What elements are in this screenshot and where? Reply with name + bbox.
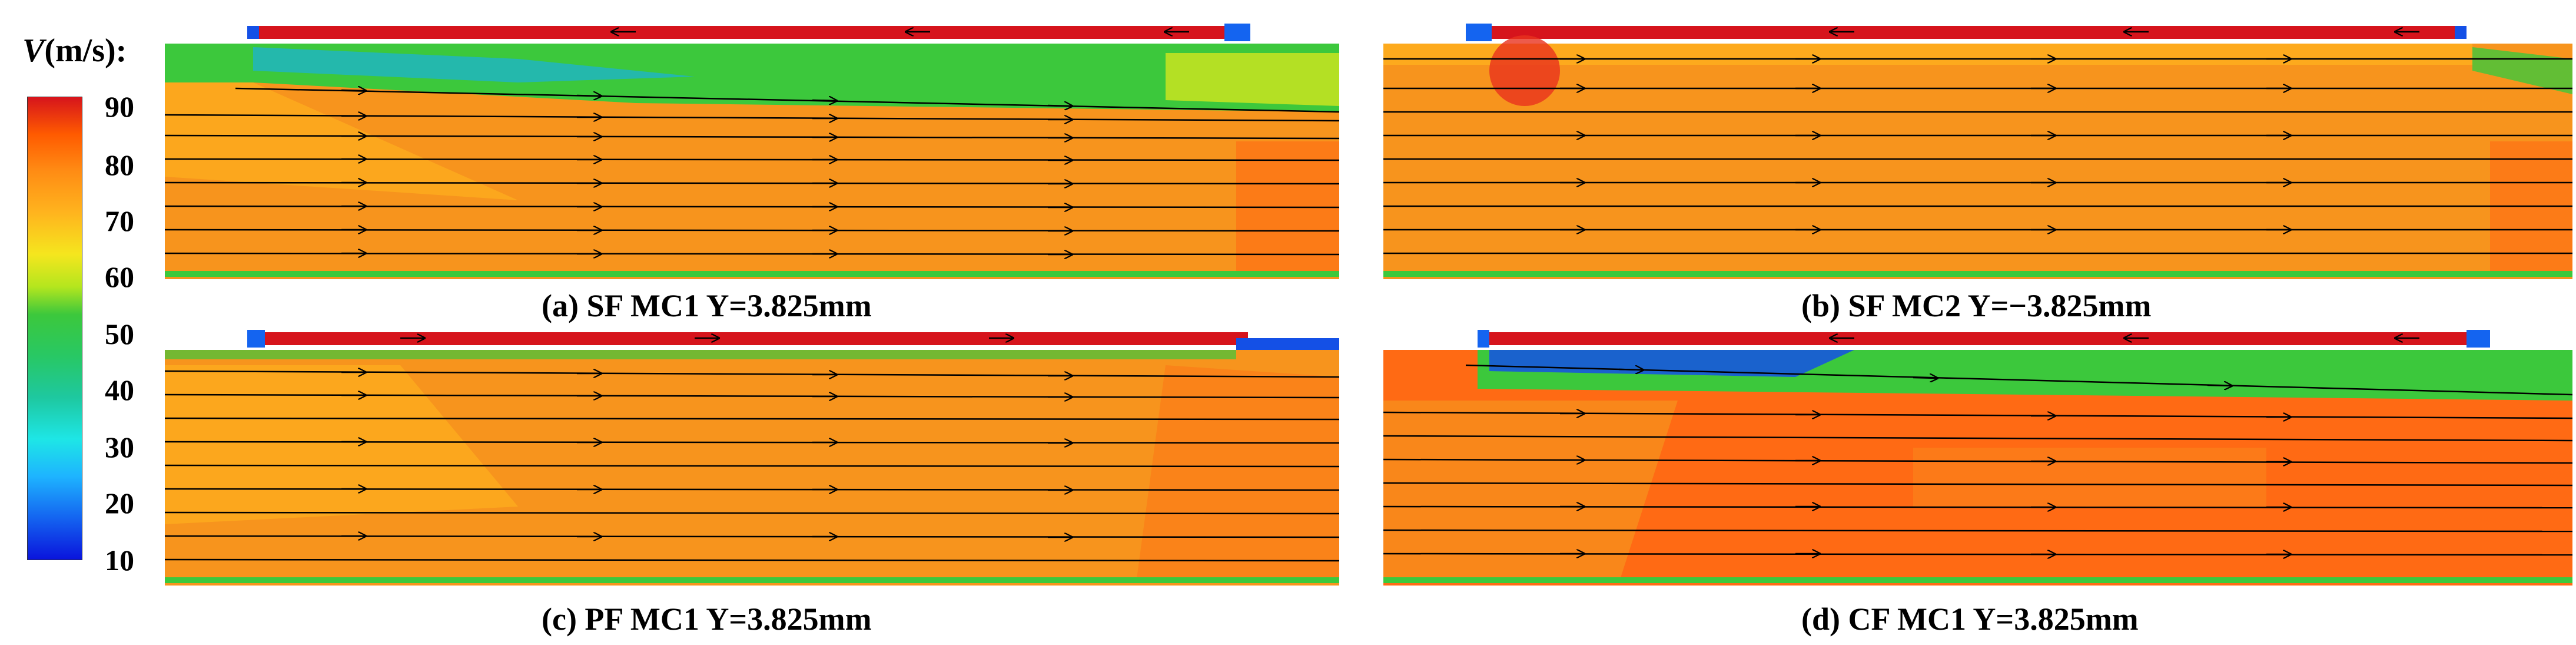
panel-d-label: (d) CF MC1 Y=3.825mm <box>1801 601 2139 637</box>
panel-a-contour <box>165 24 1339 279</box>
panel-c-label: (c) PF MC1 Y=3.825mm <box>542 601 872 637</box>
legend-title: V(m/s): <box>22 32 127 70</box>
legend-tick-70: 70 <box>105 204 134 237</box>
legend-tick-40: 40 <box>105 373 134 406</box>
legend-tick-50: 50 <box>105 317 134 350</box>
legend-unit: (m/s): <box>44 32 127 69</box>
velocity-colorbar <box>27 97 82 560</box>
legend-tick-60: 60 <box>105 260 134 293</box>
legend-tick-80: 80 <box>105 148 134 181</box>
legend-tick-20: 20 <box>105 487 134 520</box>
panel-b-contour <box>1383 24 2572 279</box>
panel-b-label: (b) SF MC2 Y=−3.825mm <box>1801 288 2152 323</box>
panel-d-contour <box>1383 330 2572 586</box>
legend-tick-30: 30 <box>105 431 134 464</box>
legend-tick-90: 90 <box>105 90 134 123</box>
panel-a-label: (a) SF MC1 Y=3.825mm <box>542 288 872 323</box>
legend-tick-10: 10 <box>105 544 134 577</box>
legend-variable: V <box>22 32 45 69</box>
panel-c-contour <box>165 330 1339 586</box>
